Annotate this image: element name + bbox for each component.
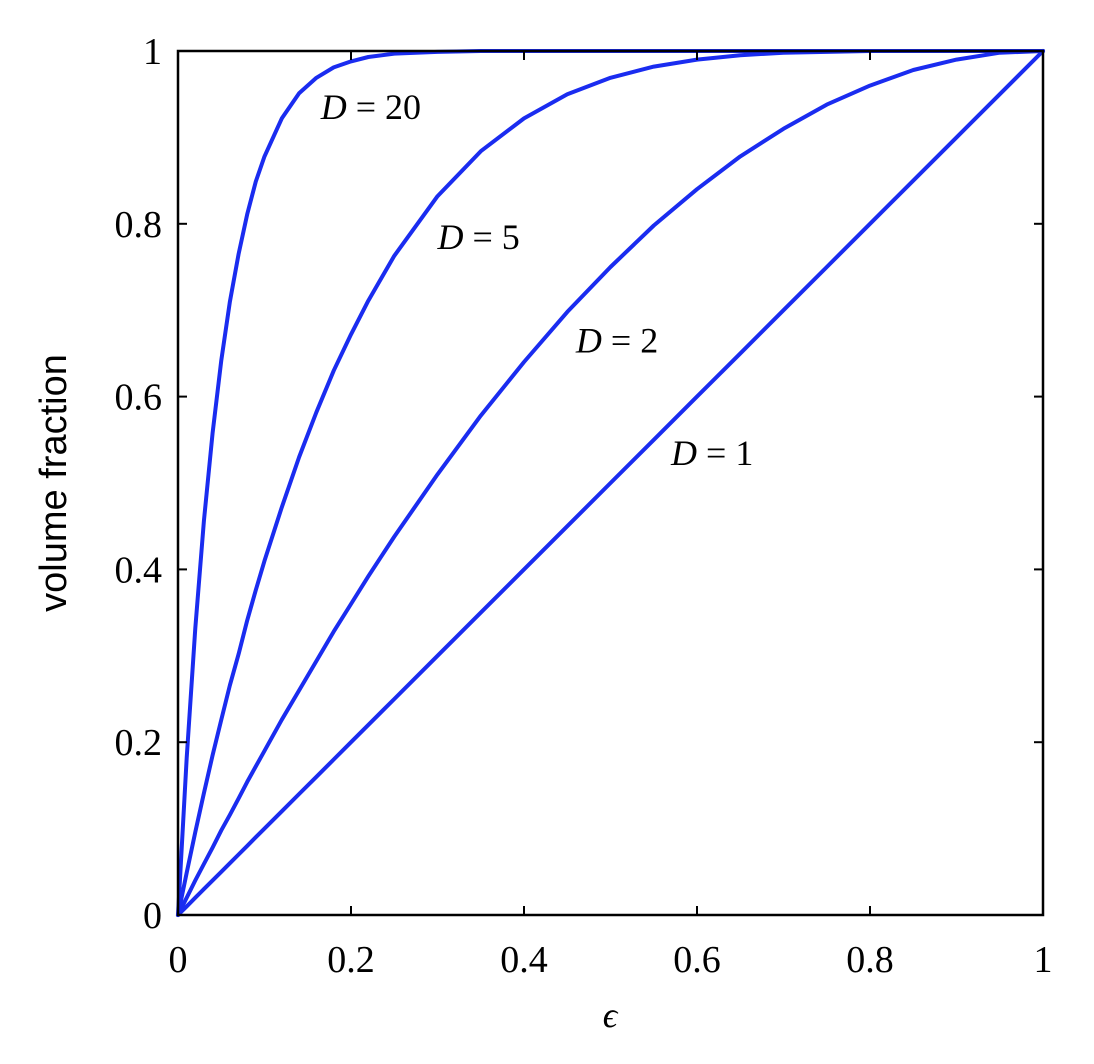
x-tick-label: 0.4 <box>500 939 548 981</box>
x-axis-title: ϵ <box>603 995 619 1035</box>
x-tick-label: 0 <box>169 939 188 981</box>
x-tick-label: 0.8 <box>846 939 894 981</box>
y-tick-label: 0.4 <box>115 549 163 591</box>
x-tick-label: 0.6 <box>673 939 721 981</box>
y-tick-label: 0.2 <box>115 722 163 764</box>
x-tick-label: 0.2 <box>327 939 375 981</box>
series-label: D = 5 <box>437 217 520 257</box>
ticks-group <box>177 50 1044 916</box>
series-label: D = 1 <box>670 433 753 473</box>
plot-frame <box>176 49 1045 917</box>
series-label: D = 2 <box>575 320 658 360</box>
y-tick-label: 1 <box>143 31 162 73</box>
series-line-d1 <box>176 49 1045 917</box>
x-tick-label: 1 <box>1034 939 1053 981</box>
y-tick-label: 0.8 <box>115 204 163 246</box>
series-label: D = 20 <box>320 87 421 127</box>
curve-labels-group: D = 1 D = 2 D = 5 D = 20 <box>320 87 754 473</box>
tick-labels-group: 0 0.2 0.4 0.6 0.8 1 0 0.2 0.4 0.6 0.8 1 <box>115 31 1053 981</box>
series-line-d2 <box>176 49 1045 917</box>
y-tick-label: 0.6 <box>115 377 163 419</box>
y-tick-label: 0 <box>143 895 162 937</box>
y-axis-title: volume fraction <box>33 354 75 612</box>
curves-group <box>176 49 1045 917</box>
